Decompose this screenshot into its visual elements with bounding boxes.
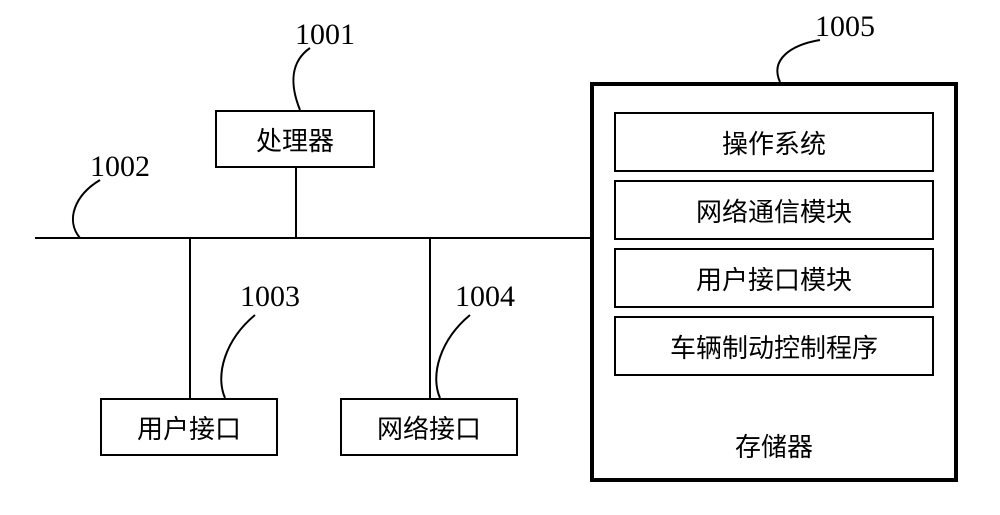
leader-1001	[293, 48, 310, 110]
storage-row-userif: 用户接口模块	[614, 248, 934, 308]
storage-row-netcomm: 网络通信模块	[614, 180, 934, 240]
storage-row-netcomm-label: 网络通信模块	[696, 192, 852, 229]
storage-row-userif-label: 用户接口模块	[696, 260, 852, 297]
ref-1001: 1001	[295, 18, 355, 52]
ref-1002: 1002	[90, 150, 150, 184]
storage-title: 存储器	[594, 427, 954, 464]
processor-label: 处理器	[256, 121, 334, 158]
leader-1002	[73, 180, 100, 238]
network-interface-label: 网络接口	[377, 409, 481, 446]
user-interface-block: 用户接口	[100, 398, 278, 456]
leader-1003	[221, 315, 255, 398]
storage-row-brakeprog: 车辆制动控制程序	[614, 316, 934, 376]
leader-1004	[436, 315, 470, 398]
leader-1005	[777, 40, 820, 82]
network-interface-block: 网络接口	[340, 398, 518, 456]
storage-row-os-label: 操作系统	[722, 124, 826, 161]
diagram-canvas: 处理器 用户接口 网络接口 存储器 操作系统 网络通信模块 用户接口模块 车辆制…	[0, 0, 1000, 515]
user-interface-label: 用户接口	[137, 409, 241, 446]
storage-row-brakeprog-label: 车辆制动控制程序	[670, 328, 878, 365]
ref-1004: 1004	[455, 280, 515, 314]
processor-block: 处理器	[215, 110, 375, 168]
ref-1005: 1005	[815, 10, 875, 44]
storage-row-os: 操作系统	[614, 112, 934, 172]
ref-1003: 1003	[240, 280, 300, 314]
